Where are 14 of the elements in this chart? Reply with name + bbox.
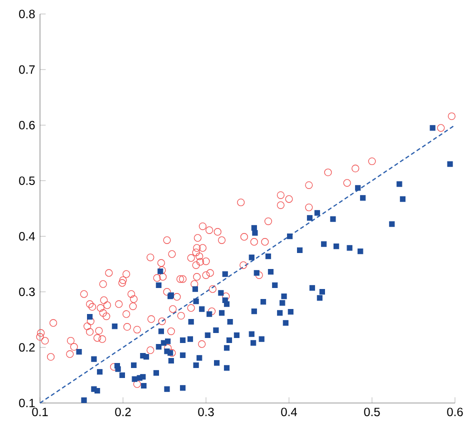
y-tick-label: 0.1: [19, 398, 35, 408]
y-tick-label: 0.3: [19, 288, 35, 296]
y-tick-label: 0.2: [19, 343, 35, 352]
y-tick-label: 0.4: [19, 232, 35, 241]
y-tick-label: 0.8: [19, 10, 35, 18]
x-tick-label: 0.3: [198, 408, 214, 416]
y-tick-label: 0.6: [19, 120, 35, 130]
x-tick-label: 0.4: [281, 408, 297, 416]
x-tick-label: 0.2: [115, 408, 131, 416]
x-tick-label: 0.5: [364, 408, 380, 416]
x-tick-label: 0.1: [32, 408, 48, 416]
y-tick-label: 0.5: [19, 176, 35, 185]
x-tick-label: 0.6: [447, 408, 463, 416]
y-tick-label: 0.7: [19, 65, 35, 74]
